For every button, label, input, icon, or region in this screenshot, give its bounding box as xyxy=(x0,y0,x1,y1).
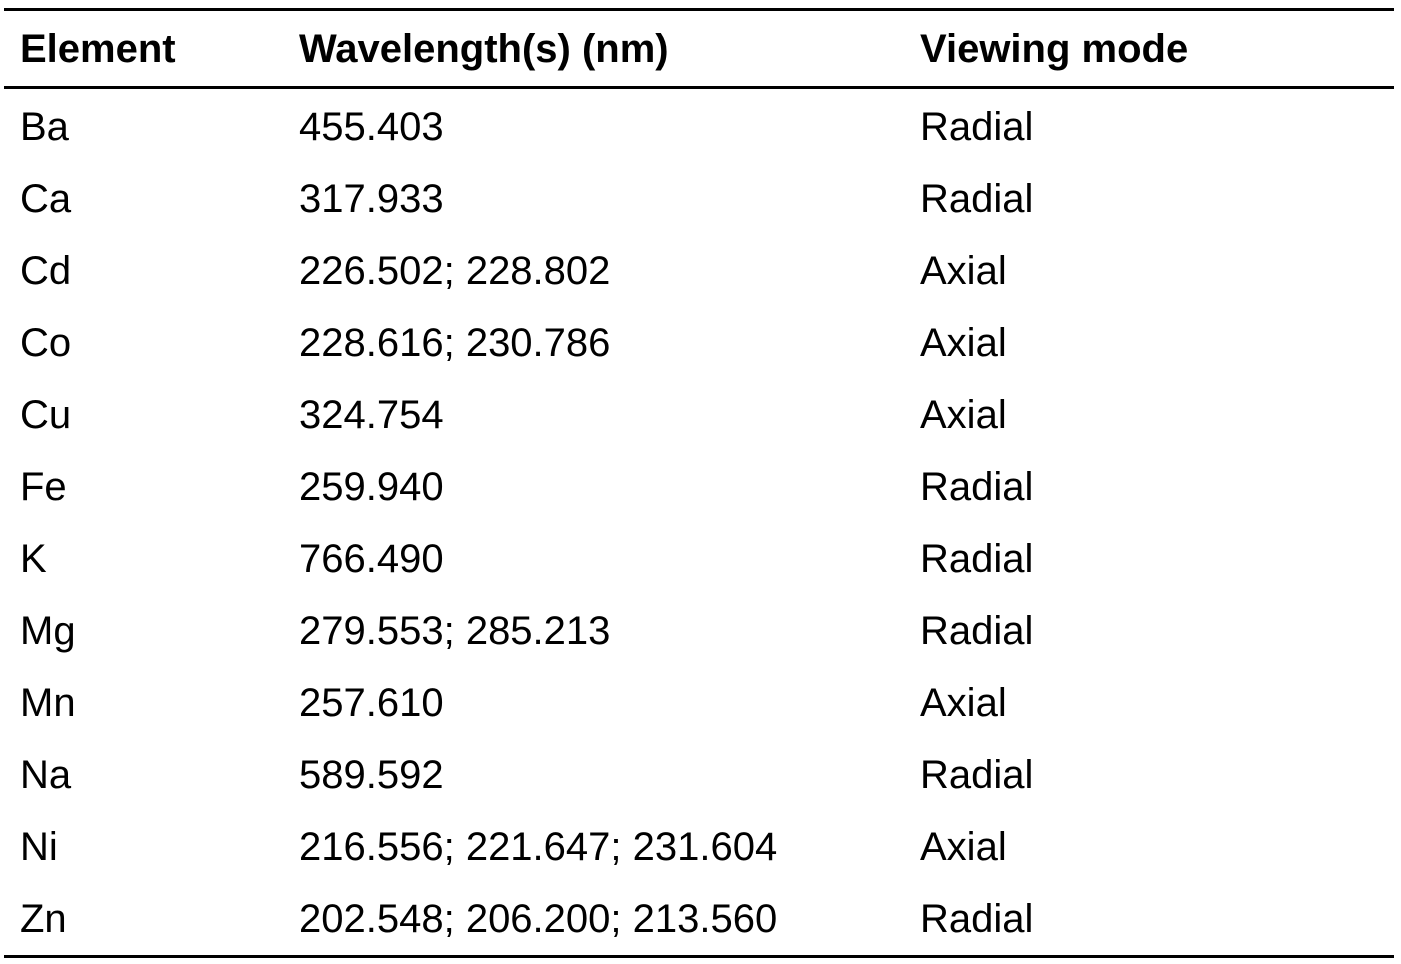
cell-viewing-mode: Radial xyxy=(920,753,1034,797)
table-body: Ba 455.403 Radial Ca 317.933 Radial Cd 2… xyxy=(4,88,1394,957)
cell-viewing-mode: Radial xyxy=(920,105,1034,149)
cell-viewing-mode: Axial xyxy=(920,681,1007,725)
cell-viewing-mode: Axial xyxy=(920,321,1007,365)
cell-wavelength: 226.502; 228.802 xyxy=(299,249,611,293)
header-wavelength: Wavelength(s) (nm) xyxy=(299,26,669,71)
cell-wavelength: 228.616; 230.786 xyxy=(299,321,611,365)
table-row: Ba 455.403 Radial xyxy=(4,88,1394,164)
table-row: Fe 259.940 Radial xyxy=(4,451,1394,523)
header-row: Element Wavelength(s) (nm) Viewing mode xyxy=(4,9,1394,88)
header-element: Element xyxy=(20,26,176,71)
cell-wavelength: 216.556; 221.647; 231.604 xyxy=(299,825,778,869)
cell-viewing-mode: Radial xyxy=(920,177,1034,221)
table-row: Mn 257.610 Axial xyxy=(4,667,1394,739)
cell-viewing-mode: Radial xyxy=(920,897,1034,941)
cell-element: Zn xyxy=(20,897,67,941)
cell-element: Mg xyxy=(20,609,76,653)
table-row: Ni 216.556; 221.647; 231.604 Axial xyxy=(4,811,1394,883)
table-row: K 766.490 Radial xyxy=(4,523,1394,595)
cell-wavelength: 259.940 xyxy=(299,465,444,509)
cell-wavelength: 279.553; 285.213 xyxy=(299,609,611,653)
cell-element: Ba xyxy=(20,105,69,149)
cell-element: K xyxy=(20,537,47,581)
table-header: Element Wavelength(s) (nm) Viewing mode xyxy=(4,9,1394,88)
cell-wavelength: 324.754 xyxy=(299,393,444,437)
cell-viewing-mode: Axial xyxy=(920,825,1007,869)
cell-element: Fe xyxy=(20,465,67,509)
cell-wavelength: 257.610 xyxy=(299,681,444,725)
cell-wavelength: 766.490 xyxy=(299,537,444,581)
cell-element: Cu xyxy=(20,393,72,437)
cell-wavelength: 455.403 xyxy=(299,105,444,149)
table-row: Co 228.616; 230.786 Axial xyxy=(4,307,1394,379)
table-row: Ca 317.933 Radial xyxy=(4,163,1394,235)
table-row: Cu 324.754 Axial xyxy=(4,379,1394,451)
cell-wavelength: 589.592 xyxy=(299,753,444,797)
cell-element: Co xyxy=(20,321,72,365)
table-row: Cd 226.502; 228.802 Axial xyxy=(4,235,1394,307)
cell-wavelength: 202.548; 206.200; 213.560 xyxy=(299,897,778,941)
data-table-container: Element Wavelength(s) (nm) Viewing mode … xyxy=(4,8,1394,958)
table-row: Na 589.592 Radial xyxy=(4,739,1394,811)
cell-viewing-mode: Axial xyxy=(920,249,1007,293)
cell-viewing-mode: Radial xyxy=(920,537,1034,581)
cell-element: Mn xyxy=(20,681,76,725)
cell-element: Ca xyxy=(20,177,72,221)
cell-viewing-mode: Radial xyxy=(920,465,1034,509)
element-wavelength-table: Element Wavelength(s) (nm) Viewing mode … xyxy=(4,8,1394,958)
cell-viewing-mode: Axial xyxy=(920,393,1007,437)
table-row: Zn 202.548; 206.200; 213.560 Radial xyxy=(4,883,1394,957)
cell-wavelength: 317.933 xyxy=(299,177,444,221)
cell-element: Na xyxy=(20,753,72,797)
header-viewing-mode: Viewing mode xyxy=(920,26,1189,71)
cell-viewing-mode: Radial xyxy=(920,609,1034,653)
table-row: Mg 279.553; 285.213 Radial xyxy=(4,595,1394,667)
cell-element: Cd xyxy=(20,249,72,293)
cell-element: Ni xyxy=(20,825,58,869)
